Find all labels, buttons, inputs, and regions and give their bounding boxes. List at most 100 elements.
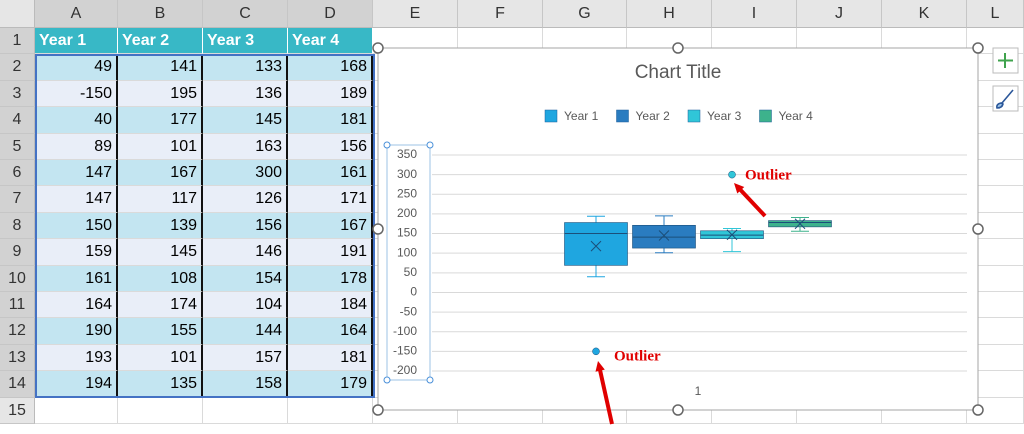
column-header[interactable]: G — [543, 0, 627, 28]
table-cell[interactable]: 167 — [288, 212, 373, 240]
table-cell[interactable]: 179 — [288, 371, 373, 398]
resize-handle[interactable] — [372, 223, 384, 235]
table-cell[interactable]: 154 — [203, 265, 288, 292]
cell[interactable] — [882, 397, 967, 424]
cell[interactable] — [203, 397, 288, 424]
table-cell[interactable]: 150 — [35, 212, 118, 240]
table-cell[interactable]: 89 — [35, 133, 118, 160]
table-cell[interactable]: 161 — [288, 160, 373, 187]
table-cell[interactable]: 136 — [203, 80, 288, 108]
row-header[interactable]: 10 — [0, 265, 35, 292]
resize-handle[interactable] — [372, 42, 384, 54]
column-header[interactable]: A — [35, 0, 118, 28]
row-header[interactable]: 15 — [0, 397, 35, 424]
table-cell[interactable]: 178 — [288, 265, 373, 292]
table-cell[interactable]: 181 — [288, 107, 373, 134]
table-cell[interactable]: 174 — [118, 292, 203, 319]
row-header[interactable]: 12 — [0, 318, 35, 345]
table-cell[interactable]: 139 — [118, 212, 203, 240]
table-cell[interactable]: 144 — [203, 318, 288, 345]
table-cell[interactable]: 157 — [203, 344, 288, 372]
table-cell[interactable]: 164 — [35, 292, 118, 319]
table-cell[interactable]: 184 — [288, 292, 373, 319]
row-header[interactable]: 1 — [0, 28, 35, 55]
table-cell[interactable]: 40 — [35, 107, 118, 134]
resize-handle[interactable] — [672, 404, 684, 416]
table-cell[interactable]: 177 — [118, 107, 203, 134]
table-cell[interactable]: 101 — [118, 344, 203, 372]
table-cell[interactable]: 167 — [118, 160, 203, 187]
table-cell[interactable]: 133 — [203, 54, 288, 81]
table-cell[interactable]: 141 — [118, 54, 203, 81]
y-tick-label: -150 — [393, 344, 417, 358]
row-header[interactable]: 14 — [0, 371, 35, 398]
cell[interactable] — [373, 397, 458, 424]
table-cell[interactable]: 49 — [35, 54, 118, 81]
table-cell[interactable]: 193 — [35, 344, 118, 372]
table-cell[interactable]: 168 — [288, 54, 373, 81]
resize-handle[interactable] — [372, 404, 384, 416]
table-header-cell[interactable]: Year 3 — [203, 28, 288, 55]
row-header[interactable]: 3 — [0, 80, 35, 108]
row-header[interactable]: 7 — [0, 186, 35, 213]
resize-handle[interactable] — [972, 404, 984, 416]
row-header[interactable]: 2 — [0, 54, 35, 81]
column-header[interactable]: C — [203, 0, 288, 28]
arrow-shaft — [736, 186, 767, 218]
table-cell[interactable]: 108 — [118, 265, 203, 292]
table-cell[interactable]: 181 — [288, 344, 373, 372]
table-cell[interactable]: 147 — [35, 160, 118, 187]
table-cell[interactable]: 164 — [288, 318, 373, 345]
table-cell[interactable]: -150 — [35, 80, 118, 108]
row-header[interactable]: 5 — [0, 133, 35, 160]
table-cell[interactable]: 145 — [203, 107, 288, 134]
column-header[interactable]: B — [118, 0, 203, 28]
table-cell[interactable]: 104 — [203, 292, 288, 319]
row-header[interactable]: 9 — [0, 239, 35, 266]
cell[interactable] — [35, 397, 118, 424]
table-cell[interactable]: 161 — [35, 265, 118, 292]
row-header[interactable]: 8 — [0, 212, 35, 240]
cell[interactable] — [458, 397, 543, 424]
table-header-cell[interactable]: Year 1 — [35, 28, 118, 55]
table-cell[interactable]: 101 — [118, 133, 203, 160]
column-header[interactable]: H — [627, 0, 712, 28]
column-header[interactable]: F — [458, 0, 543, 28]
table-cell[interactable]: 145 — [118, 239, 203, 266]
table-cell[interactable]: 117 — [118, 186, 203, 213]
row-header[interactable]: 4 — [0, 107, 35, 134]
cell[interactable] — [797, 397, 882, 424]
column-header[interactable]: J — [797, 0, 882, 28]
table-cell[interactable]: 126 — [203, 186, 288, 213]
table-cell[interactable]: 189 — [288, 80, 373, 108]
table-cell[interactable]: 146 — [203, 239, 288, 266]
cell[interactable] — [543, 397, 627, 424]
table-cell[interactable]: 190 — [35, 318, 118, 345]
table-cell[interactable]: 163 — [203, 133, 288, 160]
table-cell[interactable]: 155 — [118, 318, 203, 345]
table-header-cell[interactable]: Year 2 — [118, 28, 203, 55]
column-header[interactable]: E — [373, 0, 458, 28]
table-cell[interactable]: 171 — [288, 186, 373, 213]
row-header[interactable]: 6 — [0, 160, 35, 187]
resize-handle[interactable] — [672, 42, 684, 54]
column-header[interactable]: K — [882, 0, 967, 28]
resize-handle[interactable] — [972, 223, 984, 235]
table-header-cell[interactable]: Year 4 — [288, 28, 373, 55]
table-cell[interactable]: 300 — [203, 160, 288, 187]
table-cell[interactable]: 195 — [118, 80, 203, 108]
resize-handle[interactable] — [972, 42, 984, 54]
column-header[interactable]: I — [712, 0, 797, 28]
table-cell[interactable]: 156 — [288, 133, 373, 160]
row-header[interactable]: 11 — [0, 292, 35, 319]
table-cell[interactable]: 159 — [35, 239, 118, 266]
table-cell[interactable]: 147 — [35, 186, 118, 213]
cell[interactable] — [118, 397, 203, 424]
selection-handle — [426, 141, 434, 149]
table-cell[interactable]: 191 — [288, 239, 373, 266]
cell[interactable] — [627, 397, 712, 424]
row-header[interactable]: 13 — [0, 344, 35, 372]
cell[interactable] — [712, 397, 797, 424]
table-cell[interactable]: 156 — [203, 212, 288, 240]
column-header[interactable]: D — [288, 0, 373, 28]
